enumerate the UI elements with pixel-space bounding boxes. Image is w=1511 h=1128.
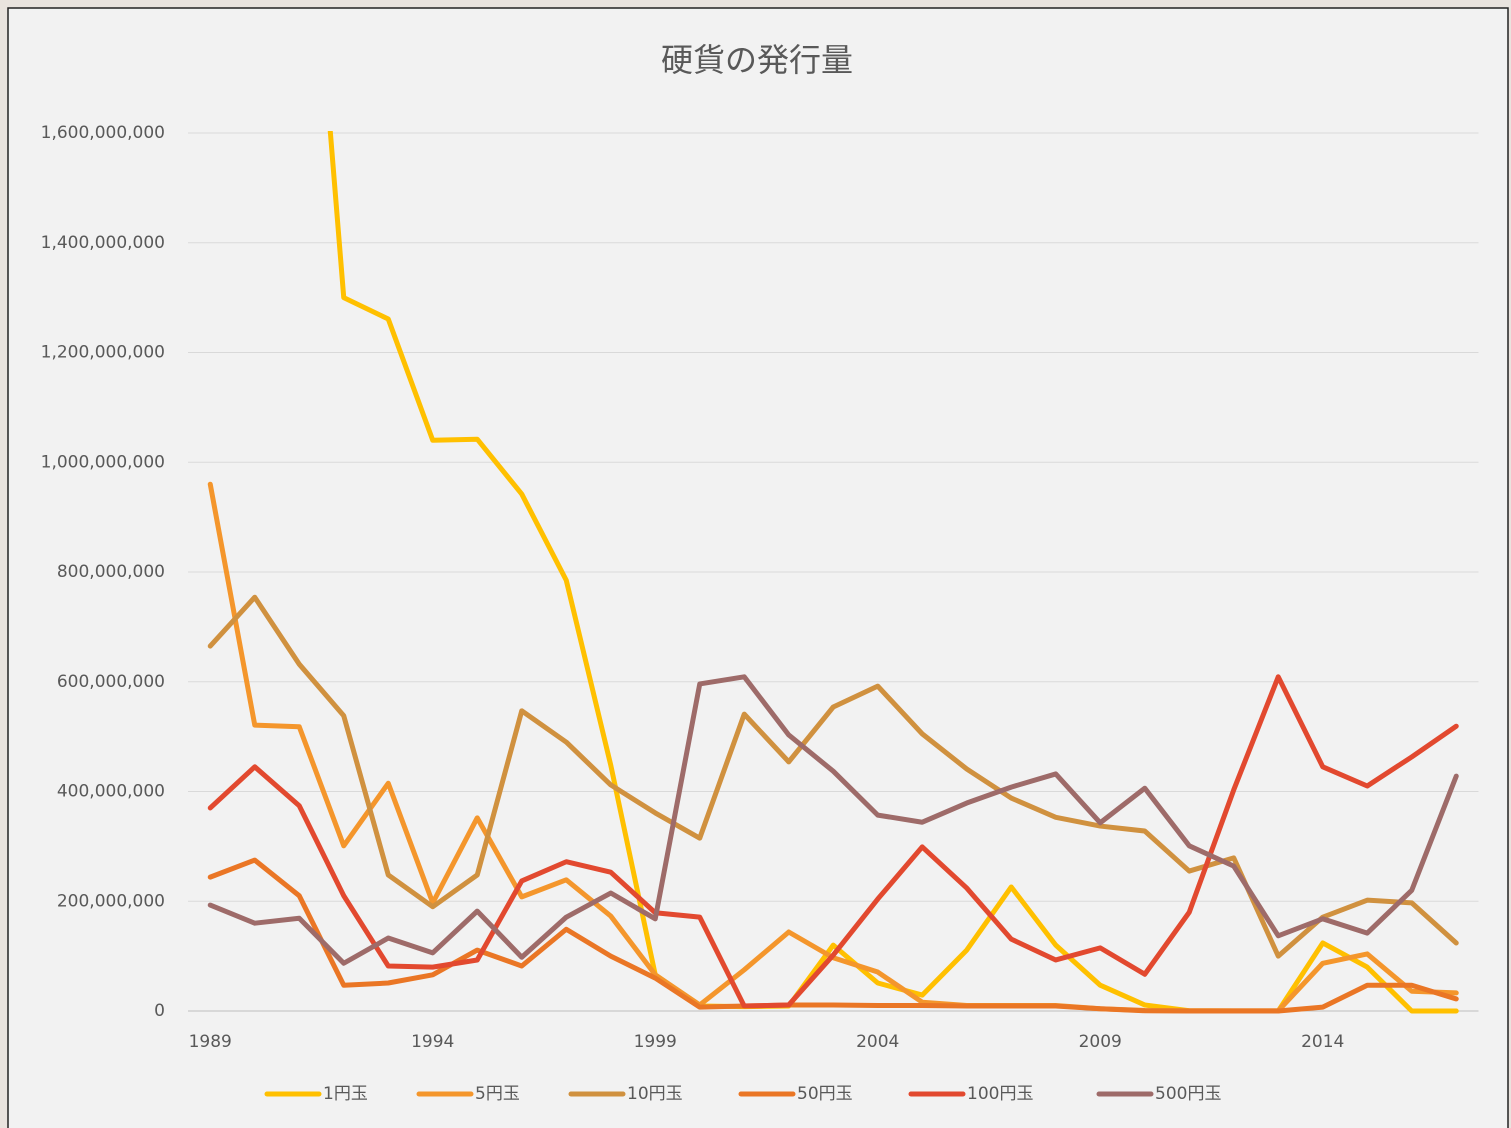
legend-label: 10円玉	[627, 1084, 683, 1104]
chart-title: 硬貨の発行量	[661, 41, 853, 79]
x-tick-label: 1999	[634, 1032, 677, 1052]
y-tick-label: 400,000,000	[57, 782, 165, 802]
y-tick-label: 600,000,000	[57, 672, 165, 692]
legend-label: 1円玉	[323, 1084, 368, 1104]
y-tick-label: 1,000,000,000	[41, 452, 165, 472]
plot	[207, 131, 1459, 1014]
x-tick-label: 1994	[411, 1032, 454, 1052]
series-line	[207, 674, 1459, 966]
x-tick-label: 2014	[1301, 1032, 1344, 1052]
x-tick-label: 2009	[1079, 1032, 1122, 1052]
y-tick-label: 1,600,000,000	[41, 123, 165, 143]
legend-label: 100円玉	[967, 1084, 1033, 1104]
legend-label: 5円玉	[475, 1084, 520, 1104]
y-tick-label: 1,200,000,000	[41, 343, 165, 363]
legend-label: 50円玉	[797, 1084, 853, 1104]
y-tick-label: 200,000,000	[57, 891, 165, 911]
series-line	[207, 674, 1459, 1009]
y-tick-label: 800,000,000	[57, 562, 165, 582]
y-tick-label: 1,400,000,000	[41, 233, 165, 253]
legend-label: 500円玉	[1155, 1084, 1221, 1104]
chart-area	[7, 7, 1509, 1128]
legend: 1円玉 5円玉 10円玉 50円玉 100円玉 500円玉	[264, 1084, 1221, 1104]
x-tick-label: 1989	[189, 1032, 232, 1052]
x-tick-label: 2004	[856, 1032, 899, 1052]
y-tick-label: 0	[154, 1001, 165, 1021]
series-line	[207, 857, 1459, 1014]
